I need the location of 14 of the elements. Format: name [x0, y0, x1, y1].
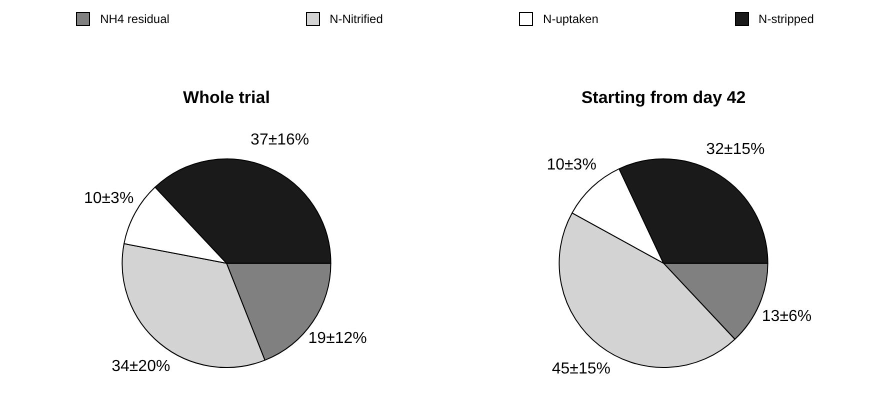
- legend-label: NH4 residual: [100, 12, 170, 26]
- data-label: 10±3%: [546, 156, 596, 174]
- legend-label: N-uptaken: [543, 12, 598, 26]
- chart-title: Starting from day 42: [581, 88, 746, 107]
- legend-label: N-Nitrified: [330, 12, 383, 26]
- data-label: 45±15%: [552, 360, 610, 378]
- data-label: 32±15%: [706, 141, 765, 158]
- data-label: 10±3%: [84, 190, 134, 207]
- text: Whole trial: [183, 88, 270, 107]
- data-label: 34±20%: [112, 358, 170, 376]
- data-label: 13±6%: [762, 308, 812, 325]
- legend-label: N-stripped: [758, 12, 814, 26]
- data-label: 37±16%: [250, 131, 310, 148]
- data-label: 19±12%: [308, 330, 367, 348]
